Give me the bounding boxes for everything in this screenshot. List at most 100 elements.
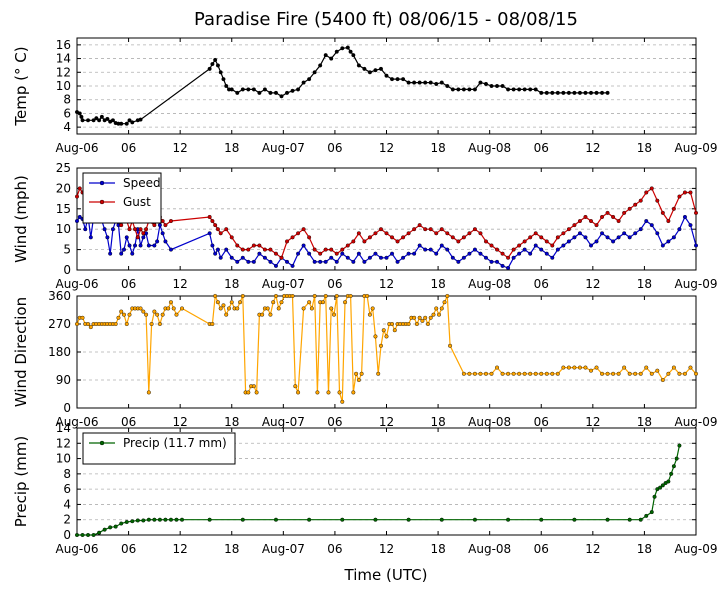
- precip-11-7-mm-data-point: [572, 517, 577, 522]
- precip-11-7-mm-data-point: [168, 517, 173, 522]
- wind-axes-frame: [76, 167, 697, 271]
- wind-ytick-label: 10: [56, 222, 71, 236]
- temp-data-point: [99, 114, 104, 119]
- precip-xtick-label: 12: [379, 542, 394, 556]
- gust-data-point: [638, 198, 643, 203]
- temp-axes-frame: [76, 37, 697, 135]
- speed-data-point: [224, 247, 229, 252]
- gust-data-point: [417, 223, 422, 228]
- direction-data-point: [583, 365, 588, 370]
- gust-legend-label: Gust: [123, 195, 151, 209]
- direction-data-point: [271, 300, 276, 305]
- direction-data-point: [506, 371, 511, 376]
- temp-data-point: [235, 90, 240, 95]
- temp-data-point: [127, 118, 132, 123]
- precip-ytick-label: 14: [56, 421, 71, 435]
- precip-axes-frame: [76, 427, 697, 536]
- precip-ytick-label: 6: [63, 482, 71, 496]
- direction-data-point: [467, 371, 472, 376]
- gust-data-point: [224, 227, 229, 232]
- temp-xtick-label: 18: [637, 141, 652, 155]
- speed-data-point: [215, 247, 220, 252]
- speed-data-point: [105, 235, 110, 240]
- precip-11-7-mm-data-point: [124, 520, 129, 525]
- temp-data-point: [251, 87, 256, 92]
- direction-data-point: [160, 312, 165, 317]
- precip-11-7-mm-data-point: [605, 517, 610, 522]
- direction-data-point: [337, 390, 342, 395]
- direction-data-point: [215, 300, 220, 305]
- gust-data-point: [152, 223, 157, 228]
- temp-data-point: [522, 87, 527, 92]
- gust-data-point: [478, 231, 483, 236]
- speed-data-point: [74, 219, 79, 224]
- gust-data-point: [511, 247, 516, 252]
- speed-data-point: [246, 259, 251, 264]
- speed-data-point: [594, 239, 599, 244]
- direction-data-point: [638, 371, 643, 376]
- direction-data-point: [354, 371, 359, 376]
- temp-data-point: [268, 90, 273, 95]
- gust-legend-marker: [99, 199, 105, 205]
- gust-data-point: [163, 223, 168, 228]
- speed-data-point: [127, 243, 132, 248]
- speed-data-point: [539, 247, 544, 252]
- gust-data-point: [600, 214, 605, 219]
- gust-data-point: [340, 247, 345, 252]
- speed-data-point: [273, 263, 278, 268]
- gust-data-point: [461, 235, 466, 240]
- gust-data-point: [334, 251, 339, 256]
- gust-data-point: [406, 231, 411, 236]
- temp-xtick-label: 12: [379, 141, 394, 155]
- wind-xtick-label: 06: [327, 277, 342, 291]
- direction-xtick-label: 18: [637, 415, 652, 429]
- precip-11-7-mm-data-point: [152, 517, 157, 522]
- speed-data-point: [478, 251, 483, 256]
- gust-data-point: [119, 223, 124, 228]
- speed-data-point: [155, 239, 160, 244]
- direction-data-point: [483, 371, 488, 376]
- gust-data-point: [694, 210, 699, 215]
- speed-data-point: [108, 251, 113, 256]
- speed-data-point: [345, 255, 350, 260]
- precip-xtick-label: 18: [637, 542, 652, 556]
- direction-data-point: [533, 371, 538, 376]
- temp-data-point: [577, 90, 582, 95]
- direction-data-point: [677, 371, 682, 376]
- speed-data-point: [152, 243, 157, 248]
- direction-data-point: [315, 390, 320, 395]
- direction-data-point: [381, 328, 386, 333]
- direction-data-point: [478, 371, 483, 376]
- temp-data-point: [517, 87, 522, 92]
- temp-data-point: [273, 90, 278, 95]
- direction-data-point: [616, 371, 621, 376]
- wind-xtick-label: 12: [173, 277, 188, 291]
- direction-data-point: [340, 399, 345, 404]
- direction-data-point: [489, 371, 494, 376]
- direction-data-point: [88, 325, 93, 330]
- temp-data-point: [257, 90, 262, 95]
- gust-data-point: [144, 227, 149, 232]
- speed-data-point: [395, 259, 400, 264]
- speed-data-point: [334, 259, 339, 264]
- gust-data-point: [301, 227, 306, 232]
- temp-data-point: [207, 66, 212, 71]
- temp-xtick-label: 18: [224, 141, 239, 155]
- direction-xtick-label: Aug-08: [468, 415, 511, 429]
- temp-data-point: [279, 94, 284, 99]
- temp-data-point: [583, 90, 588, 95]
- temp-data-point: [434, 81, 439, 86]
- temp-data-point: [323, 53, 328, 58]
- speed-data-point: [439, 243, 444, 248]
- precip-11-7-mm-data-point: [97, 530, 102, 535]
- direction-data-point: [572, 365, 577, 370]
- temp-data-point: [489, 83, 494, 88]
- direction-data-point: [666, 371, 671, 376]
- gust-data-point: [133, 227, 138, 232]
- wind-ytick-label: 15: [56, 202, 71, 216]
- gust-data-point: [285, 239, 290, 244]
- direction-xtick-label: 06: [121, 415, 136, 429]
- direction-axes-frame: [76, 295, 697, 409]
- gust-data-point: [633, 202, 638, 207]
